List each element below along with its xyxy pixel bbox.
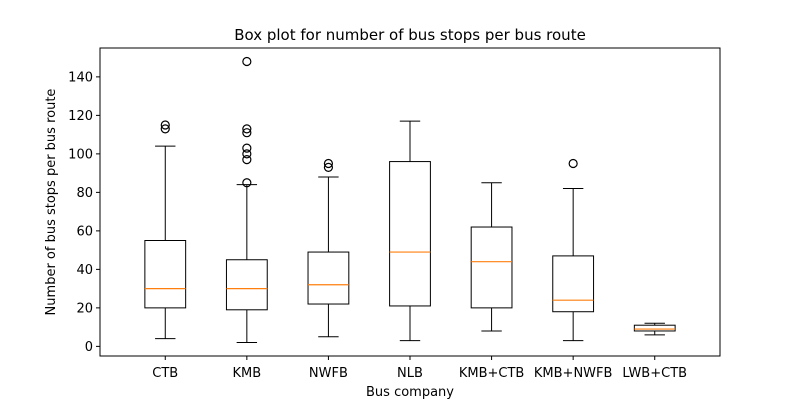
box-4 [470,226,513,309]
outlier-1-5 [242,124,252,134]
box-6 [633,324,676,332]
y-tick-label-0: 0 [85,340,93,355]
outlier-1-6 [242,56,252,67]
box-2 [307,251,350,305]
x-tick-label-1: KMB [233,366,262,381]
outlier-5-0 [568,158,578,169]
outlier-0-1 [160,120,170,130]
y-axis-title: Number of bus stops per bus route [44,89,59,316]
y-tick-label-140: 140 [68,70,93,85]
plot-frame [99,47,721,357]
y-tick-label-20: 20 [76,301,93,316]
outlier-2-0 [323,162,334,172]
box-5 [552,255,595,313]
box-0 [144,240,187,309]
chart-marks: 0 20 40 60 80 100 120 140 CTB KMB NWFB NLB KMB+CTB KM… [68,56,687,381]
outlier-1-2 [242,149,252,159]
x-tick-label-0: CTB [152,366,178,381]
x-axis-title: Bus company [366,385,454,400]
x-tick-label-6: LWB+CTB [622,366,687,381]
y-tick-label-60: 60 [76,224,93,239]
outlier-1-3 [242,143,252,153]
x-tick-label-5: KMB+NWFB [534,366,613,381]
x-tick-label-4: KMB+CTB [459,366,525,381]
box-1 [225,259,268,311]
chart-title: Box plot for number of bus stops per bus… [234,26,586,44]
y-tick-label-40: 40 [76,263,93,278]
box-3 [389,161,431,307]
x-tick-label-3: NLB [397,366,423,381]
outlier-2-1 [323,158,334,169]
y-tick-label-100: 100 [68,147,93,162]
outlier-1-4 [242,128,252,138]
y-tick-label-120: 120 [68,109,93,124]
outlier-1-0 [242,178,252,188]
y-tick-label-80: 80 [76,186,93,201]
outlier-1-1 [242,155,252,165]
x-tick-label-2: NWFB [309,366,348,381]
outlier-0-0 [160,124,170,134]
